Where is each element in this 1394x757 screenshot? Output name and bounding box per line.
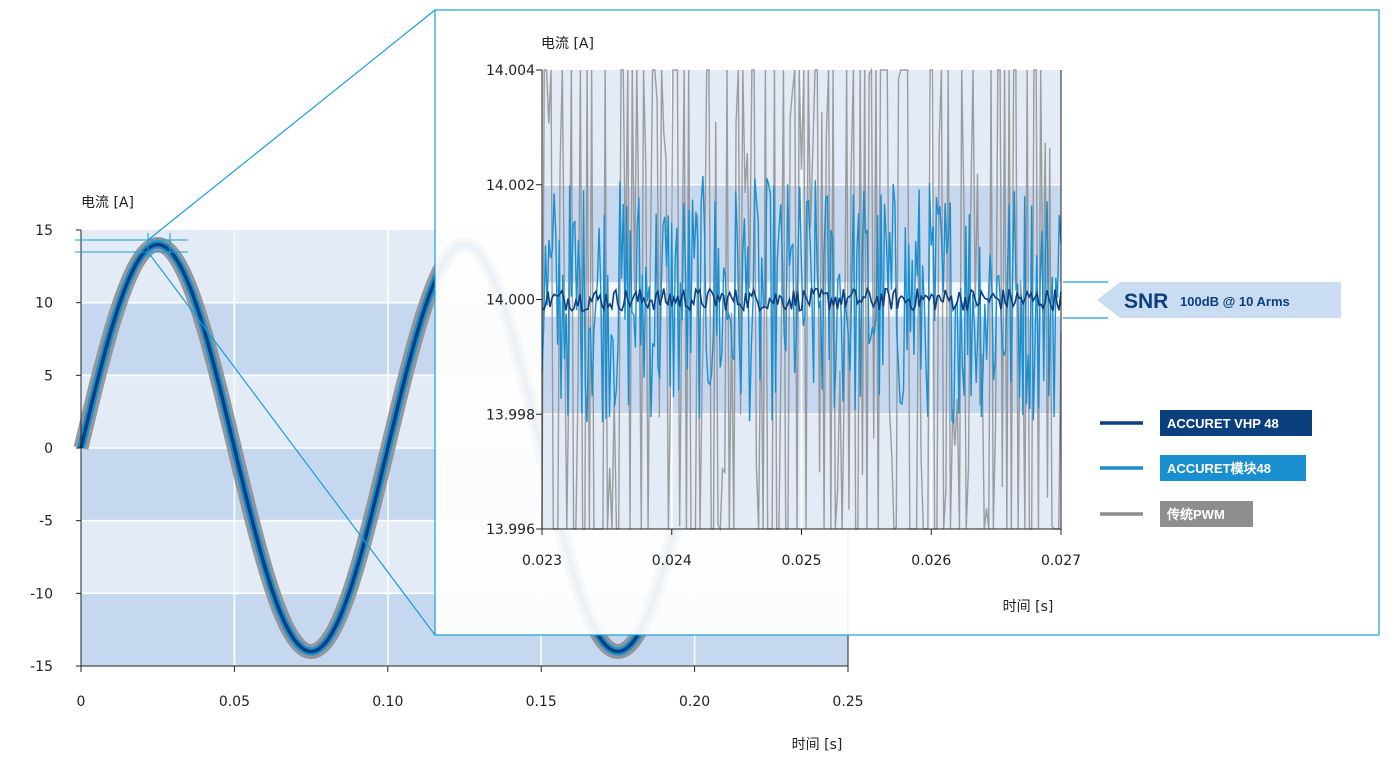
main-x-tick-labels: 0 0.05 0.10 0.15 0.20 0.25 xyxy=(77,694,864,710)
main-x-tick-label: 0 xyxy=(77,694,86,710)
legend-label: ACCURET模块48 xyxy=(1167,461,1271,476)
main-y-tick-label: 10 xyxy=(35,296,53,312)
main-y-tick-label: -15 xyxy=(30,659,53,675)
zoom-y-tick-labels: 14.004 14.002 14.000 13.998 13.996 xyxy=(486,63,535,538)
zoom-marker xyxy=(75,9,436,636)
zoom-plot-axes xyxy=(536,69,1062,535)
snr-value: 100dB @ 10 Arms xyxy=(1180,294,1290,309)
legend-label: ACCURET VHP 48 xyxy=(1167,416,1279,431)
zoom-x-tick-label: 0.025 xyxy=(781,553,821,569)
main-x-axis-label: 时间 [s] xyxy=(792,737,843,753)
main-y-axis-label: 电流 [A] xyxy=(81,195,134,211)
legend: ACCURET VHP 48 ACCURET模块48 传统PWM xyxy=(1100,410,1312,527)
zoom-x-tick-label: 0.026 xyxy=(911,553,951,569)
main-x-tick-label: 0.20 xyxy=(679,694,710,710)
main-y-tick-label: 0 xyxy=(44,441,53,457)
legend-label-box xyxy=(1160,501,1253,527)
main-x-tick-label: 0.25 xyxy=(832,694,863,710)
snr-badge xyxy=(1097,282,1341,318)
zoom-series-accuret-vhp xyxy=(541,286,1062,313)
main-x-tick-label: 0.10 xyxy=(372,694,403,710)
main-y-tick-label: -5 xyxy=(39,514,53,530)
main-y-tick-label: -10 xyxy=(30,586,53,602)
zoom-series-pwm xyxy=(541,67,1062,532)
snr-annotation: SNR 100dB @ 10 Arms xyxy=(1063,281,1341,319)
zoom-x-axis-label: 时间 [s] xyxy=(1003,599,1054,615)
main-x-tick-label: 0.05 xyxy=(219,694,250,710)
legend-label-box xyxy=(1160,455,1306,481)
zoom-y-tick-label: 13.996 xyxy=(486,522,535,538)
zoom-x-tick-labels: 0.023 0.024 0.025 0.026 0.027 xyxy=(522,553,1081,569)
legend-label: 传统PWM xyxy=(1166,507,1225,522)
zoom-y-tick-label: 13.998 xyxy=(486,407,535,423)
zoom-x-tick-label: 0.027 xyxy=(1041,553,1081,569)
legend-label-box xyxy=(1160,410,1312,436)
zoom-y-tick-label: 14.002 xyxy=(486,178,535,194)
zoom-connector-top xyxy=(147,9,436,241)
zoom-series-accuret-module xyxy=(541,176,1062,426)
zoom-x-tick-label: 0.024 xyxy=(652,553,692,569)
zoom-plot-series xyxy=(541,67,1062,532)
zoom-connector-bottom xyxy=(147,251,436,636)
zoom-x-tick-label: 0.023 xyxy=(522,553,562,569)
main-y-tick-labels: 15 10 5 0 -5 -10 -15 xyxy=(30,223,53,675)
zoom-y-tick-label: 14.004 xyxy=(486,63,535,79)
snr-label: SNR xyxy=(1124,290,1168,313)
main-y-tick-label: 15 xyxy=(35,223,53,239)
zoom-y-tick-label: 14.000 xyxy=(486,293,535,309)
zoom-y-axis-label: 电流 [A] xyxy=(541,36,594,52)
main-y-tick-label: 5 xyxy=(44,368,53,384)
main-x-tick-label: 0.15 xyxy=(526,694,557,710)
